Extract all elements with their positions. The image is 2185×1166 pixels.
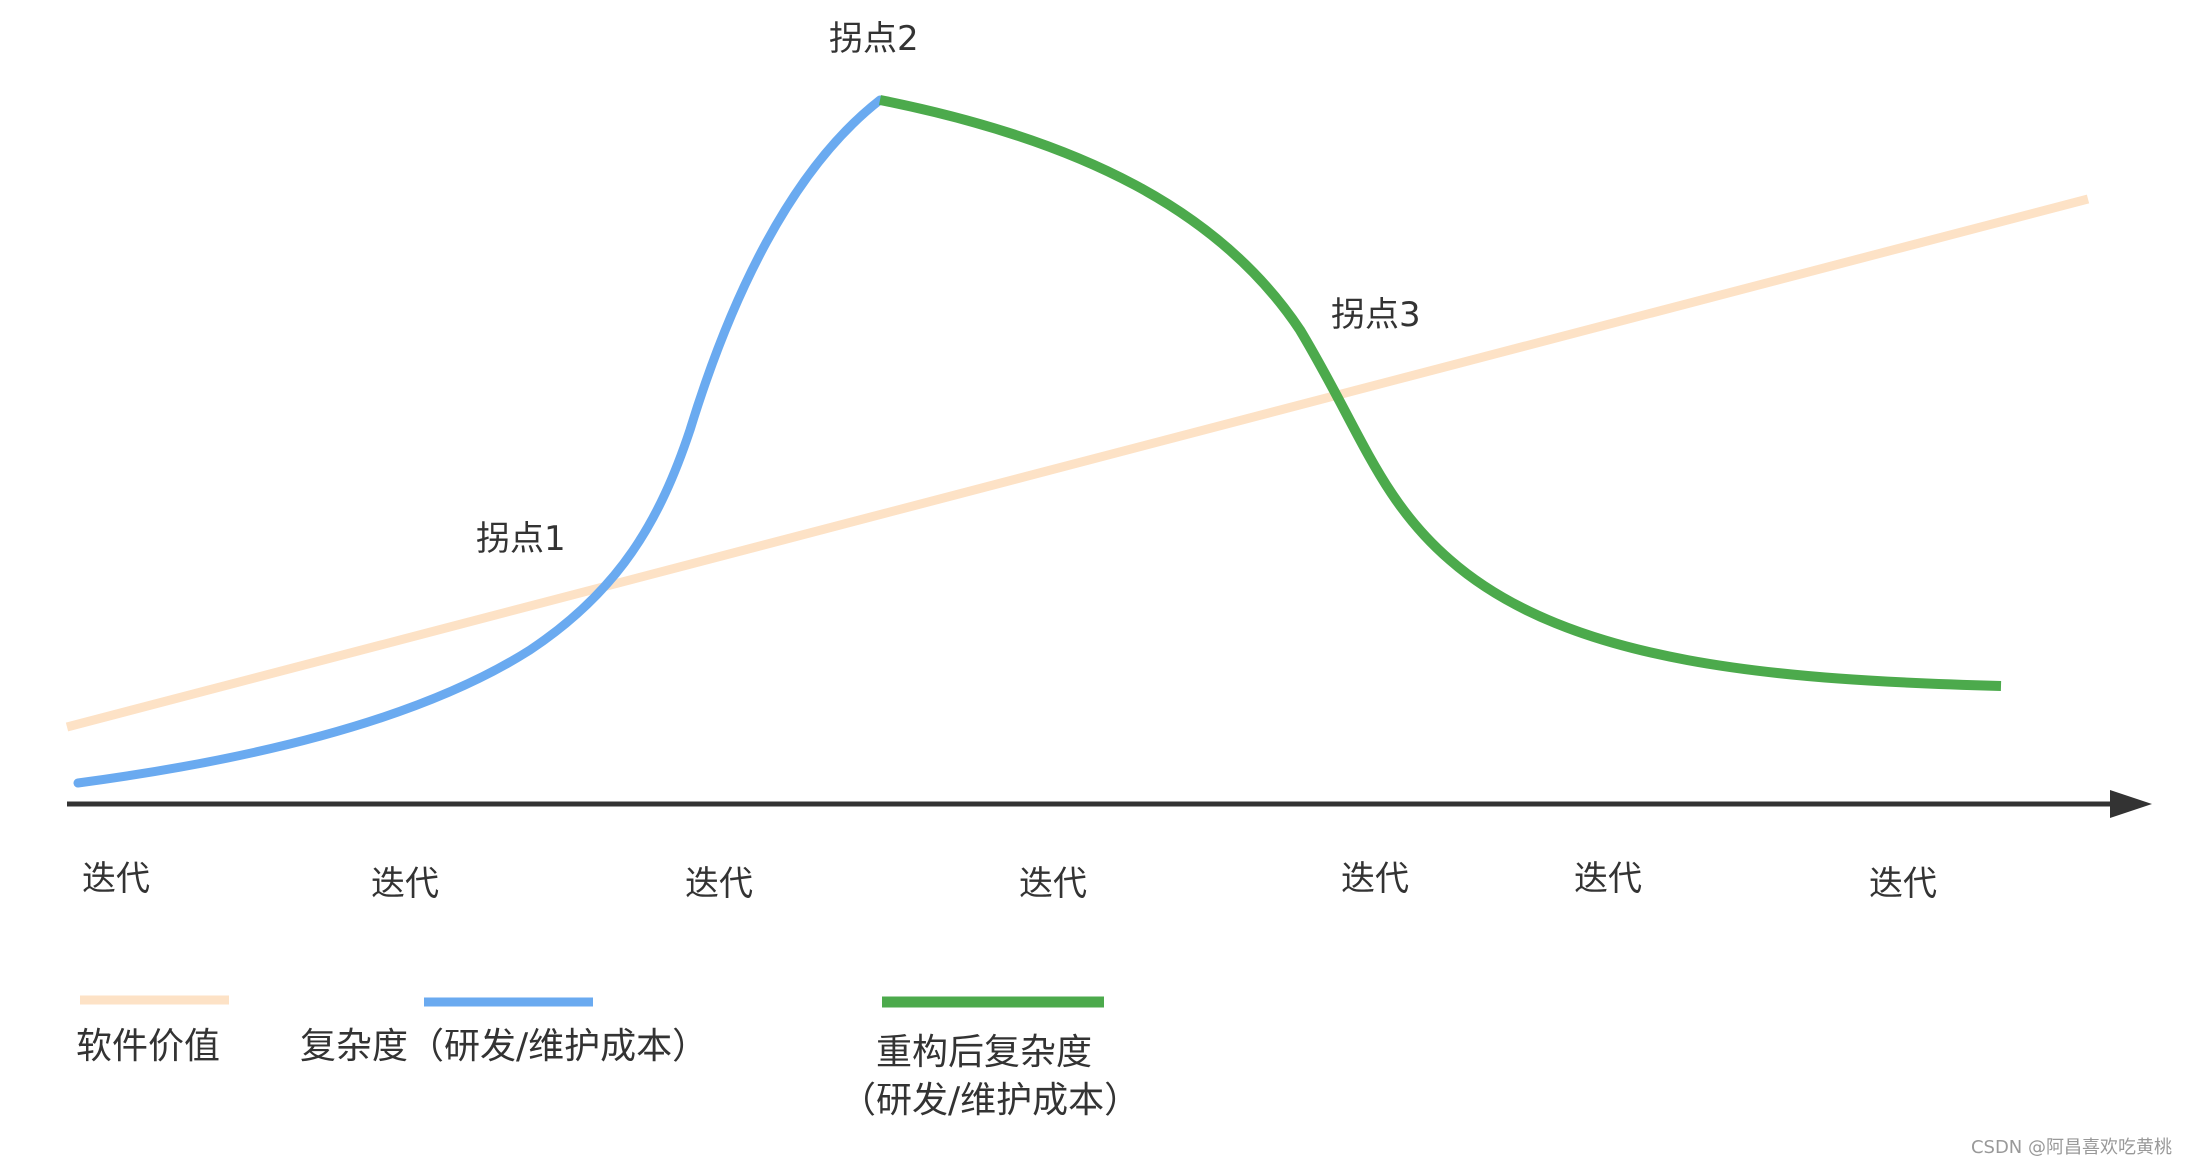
complexity-curve	[73, 95, 885, 788]
software-value-line	[65, 194, 2090, 732]
legend-complexity-label: 复杂度（研发/维护成本）	[300, 1026, 708, 1067]
inflection-point-2-label: 拐点2	[829, 19, 919, 59]
x-axis-arrow-icon	[2110, 790, 2152, 818]
watermark: CSDN @阿昌喜欢吃黄桃	[1971, 1137, 2172, 1158]
legend-software-value-label: 软件价值	[76, 1026, 220, 1067]
legend-refactored-complexity-label-line2: （研发/维护成本）	[840, 1080, 1140, 1121]
x-axis-tick-label: 迭代	[1574, 859, 1642, 899]
inflection-point-3-label: 拐点3	[1331, 295, 1421, 335]
x-axis-tick-label: 迭代	[371, 864, 439, 904]
inflection-point-1-label: 拐点1	[476, 519, 566, 559]
x-axis-tick-label: 迭代	[685, 864, 753, 904]
legend-refactored-complexity-label-line1: 重构后复杂度	[876, 1032, 1092, 1073]
x-axis-tick-label: 迭代	[1019, 864, 1087, 904]
x-axis-tick-label: 迭代	[82, 859, 150, 899]
x-axis-tick-label: 迭代	[1341, 859, 1409, 899]
refactored-complexity-curve	[879, 95, 2002, 691]
x-axis-tick-label: 迭代	[1869, 864, 1937, 904]
